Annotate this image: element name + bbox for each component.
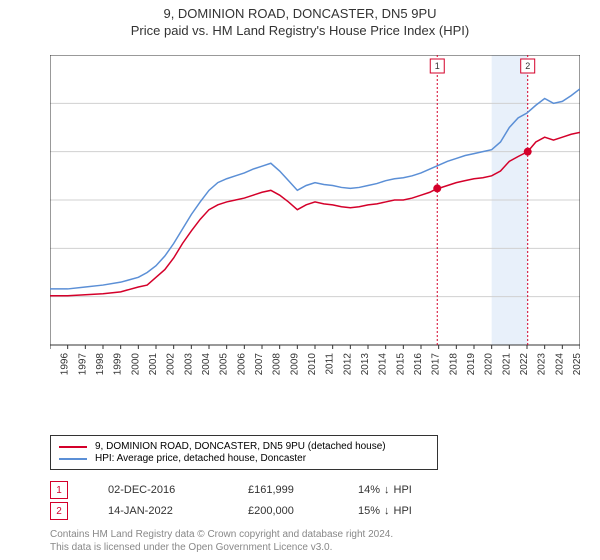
svg-text:2019: 2019 xyxy=(466,353,477,376)
svg-text:2016: 2016 xyxy=(413,353,424,376)
svg-text:2: 2 xyxy=(525,61,530,71)
svg-text:2014: 2014 xyxy=(378,353,389,376)
svg-text:2012: 2012 xyxy=(342,353,353,376)
svg-text:2003: 2003 xyxy=(183,353,194,376)
legend-label: HPI: Average price, detached house, Donc… xyxy=(95,453,306,464)
svg-text:2020: 2020 xyxy=(484,353,495,376)
marker-badge: 1 xyxy=(50,481,68,499)
svg-text:1999: 1999 xyxy=(113,353,124,376)
marker-badge: 2 xyxy=(50,502,68,520)
footer: Contains HM Land Registry data © Crown c… xyxy=(50,528,393,554)
title-block: 9, DOMINION ROAD, DONCASTER, DN5 9PU Pri… xyxy=(0,0,600,38)
svg-text:2006: 2006 xyxy=(236,353,247,376)
svg-text:1: 1 xyxy=(435,61,440,71)
svg-text:2007: 2007 xyxy=(254,353,265,376)
legend-swatch xyxy=(59,458,87,460)
title-main: 9, DOMINION ROAD, DONCASTER, DN5 9PU xyxy=(0,6,600,21)
svg-text:2009: 2009 xyxy=(289,353,300,376)
svg-text:2005: 2005 xyxy=(219,353,230,376)
marker-diff: 15% ↓ HPI xyxy=(358,505,438,517)
svg-text:2001: 2001 xyxy=(148,353,159,376)
legend-label: 9, DOMINION ROAD, DONCASTER, DN5 9PU (de… xyxy=(95,441,386,452)
marker-date: 02-DEC-2016 xyxy=(108,484,208,496)
legend-swatch xyxy=(59,446,87,448)
svg-text:1997: 1997 xyxy=(77,353,88,376)
svg-text:1996: 1996 xyxy=(60,353,71,376)
svg-text:2023: 2023 xyxy=(537,353,548,376)
marker-diff: 14% ↓ HPI xyxy=(358,484,438,496)
title-sub: Price paid vs. HM Land Registry's House … xyxy=(0,23,600,38)
footer-line: This data is licensed under the Open Gov… xyxy=(50,541,393,554)
legend: 9, DOMINION ROAD, DONCASTER, DN5 9PU (de… xyxy=(50,435,438,470)
svg-text:2017: 2017 xyxy=(431,353,442,376)
svg-text:2025: 2025 xyxy=(572,353,580,376)
svg-text:2018: 2018 xyxy=(448,353,459,376)
chart: £0£50K£100K£150K£200K£250K£300K199519961… xyxy=(50,55,580,395)
svg-text:2010: 2010 xyxy=(307,353,318,376)
footer-line: Contains HM Land Registry data © Crown c… xyxy=(50,528,393,541)
svg-text:2021: 2021 xyxy=(501,353,512,376)
svg-text:2002: 2002 xyxy=(166,353,177,376)
svg-text:2013: 2013 xyxy=(360,353,371,376)
svg-text:2024: 2024 xyxy=(554,353,565,376)
marker-date: 14-JAN-2022 xyxy=(108,505,208,517)
arrow-down-icon: ↓ xyxy=(384,484,390,496)
marker-price: £200,000 xyxy=(248,505,318,517)
svg-text:2022: 2022 xyxy=(519,353,530,376)
svg-text:2011: 2011 xyxy=(325,353,336,375)
svg-text:1995: 1995 xyxy=(50,353,53,376)
svg-text:2004: 2004 xyxy=(201,353,212,376)
svg-text:2015: 2015 xyxy=(395,353,406,376)
marker-row: 2 14-JAN-2022 £200,000 15% ↓ HPI xyxy=(50,502,438,520)
marker-table: 1 02-DEC-2016 £161,999 14% ↓ HPI 2 14-JA… xyxy=(50,478,438,523)
marker-price: £161,999 xyxy=(248,484,318,496)
svg-text:2008: 2008 xyxy=(272,353,283,376)
svg-text:1998: 1998 xyxy=(95,353,106,376)
legend-row: 9, DOMINION ROAD, DONCASTER, DN5 9PU (de… xyxy=(59,441,429,452)
marker-row: 1 02-DEC-2016 £161,999 14% ↓ HPI xyxy=(50,481,438,499)
arrow-down-icon: ↓ xyxy=(384,505,390,517)
svg-text:2000: 2000 xyxy=(130,353,141,376)
legend-row: HPI: Average price, detached house, Donc… xyxy=(59,453,429,464)
